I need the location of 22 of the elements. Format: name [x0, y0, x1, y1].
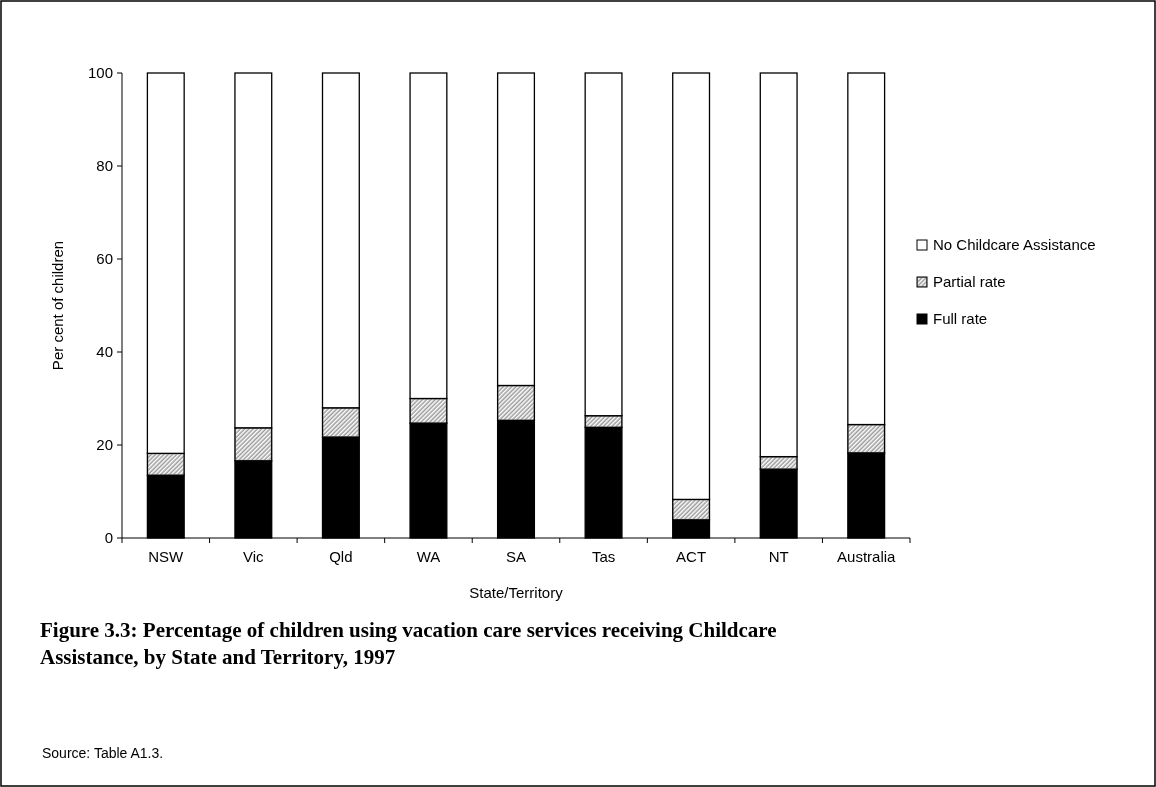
- y-tick-label: 20: [96, 436, 113, 454]
- x-tick-label: Tas: [591, 548, 616, 565]
- y-tick-label: 60: [96, 250, 113, 268]
- x-tick-label: Australia: [837, 548, 897, 565]
- y-tick-label: 100: [87, 64, 113, 82]
- y-tick-label: 0: [104, 529, 113, 547]
- y-tick-label: 40: [96, 343, 113, 361]
- x-tick-label: NSW: [148, 548, 185, 565]
- x-tick-label: Vic: [243, 548, 265, 565]
- y-axis-title: Per cent of children: [49, 240, 66, 371]
- x-axis-title: State/Territory: [469, 584, 564, 601]
- y-tick-label: 80: [96, 157, 113, 175]
- legend-label: Full rate: [933, 310, 988, 328]
- legend-label: Partial rate: [933, 273, 1006, 291]
- x-tick-label: WA: [416, 548, 441, 565]
- x-tick-label: NT: [768, 548, 789, 565]
- legend-label: No Childcare Assistance: [933, 236, 1096, 254]
- x-tick-label: SA: [505, 548, 527, 565]
- x-tick-label: Qld: [329, 548, 353, 565]
- source-note: Source: Table A1.3.: [42, 745, 164, 761]
- text: Figure 3.3: Percentage of children using vacation care services receiving Childcare Assistance, by State and Territory, 1997: [40, 618, 777, 669]
- x-tick-label: ACT: [676, 548, 707, 565]
